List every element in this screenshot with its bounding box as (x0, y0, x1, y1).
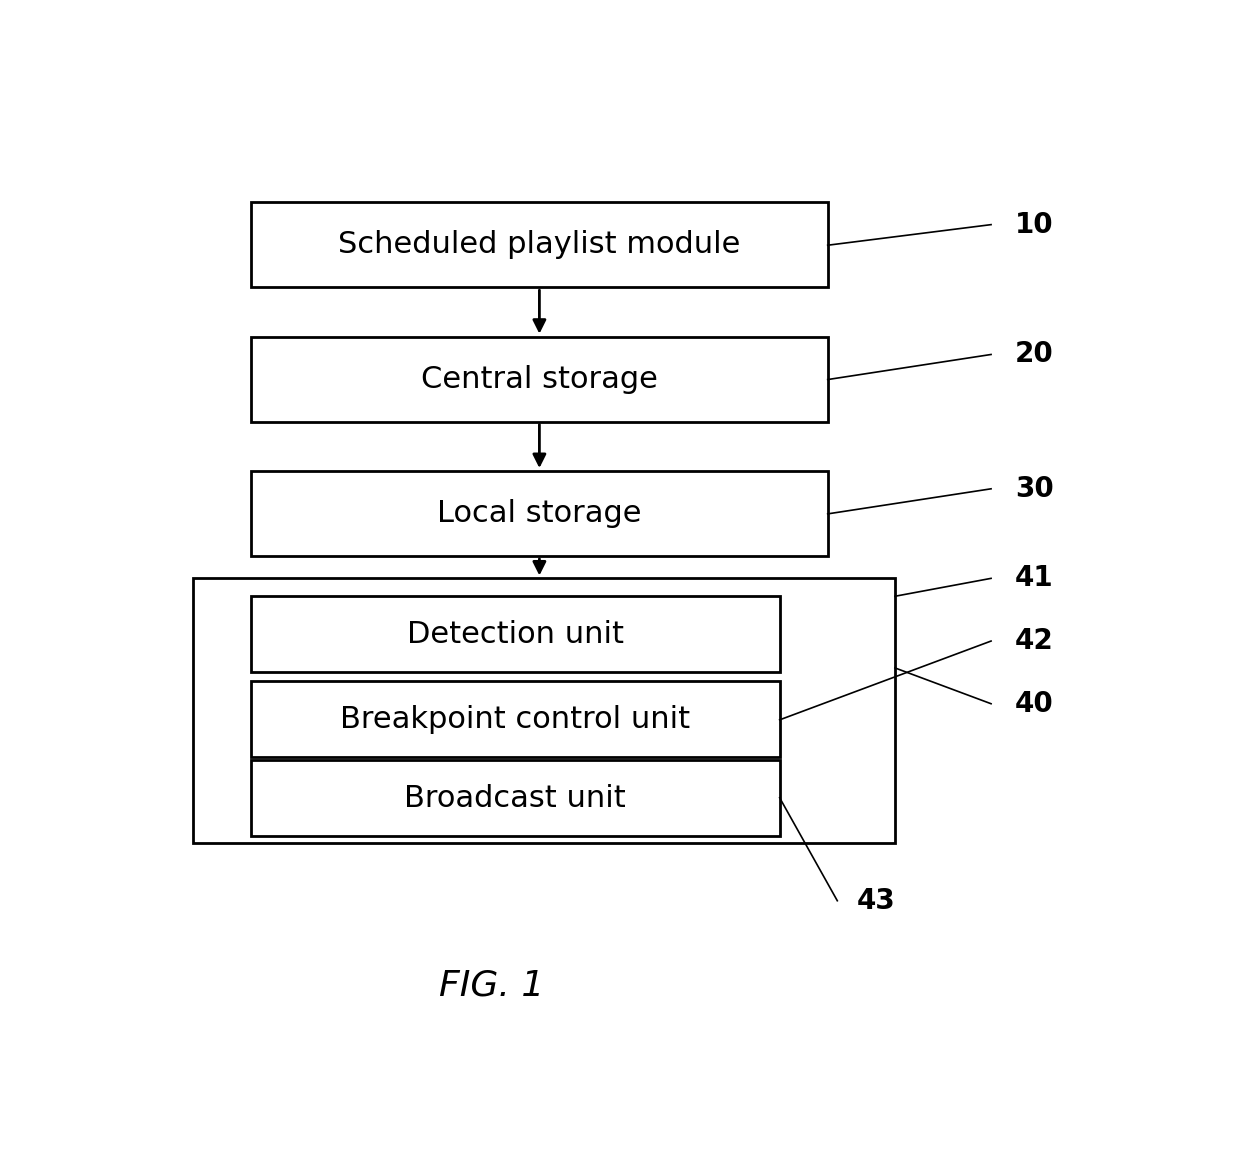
Bar (250, 682, 780, 757)
Text: Scheduled playlist module: Scheduled playlist module (339, 230, 740, 259)
Text: 10: 10 (1016, 211, 1054, 238)
Text: 42: 42 (1016, 627, 1054, 655)
Text: Detection unit: Detection unit (407, 620, 624, 649)
Bar (193, 578, 895, 842)
Text: FIG. 1: FIG. 1 (439, 969, 544, 1003)
Text: Central storage: Central storage (420, 365, 658, 393)
Bar (250, 761, 780, 836)
Text: 40: 40 (1016, 690, 1054, 718)
Text: 41: 41 (1016, 564, 1054, 592)
Bar (250, 202, 828, 287)
Text: 43: 43 (857, 886, 895, 915)
Text: Local storage: Local storage (438, 499, 641, 528)
Text: 30: 30 (1016, 475, 1054, 502)
Bar (250, 471, 828, 556)
Text: Breakpoint control unit: Breakpoint control unit (340, 705, 691, 734)
Text: 20: 20 (1016, 341, 1054, 369)
Bar (250, 597, 780, 672)
Bar (250, 336, 828, 422)
Text: Broadcast unit: Broadcast unit (404, 784, 626, 813)
